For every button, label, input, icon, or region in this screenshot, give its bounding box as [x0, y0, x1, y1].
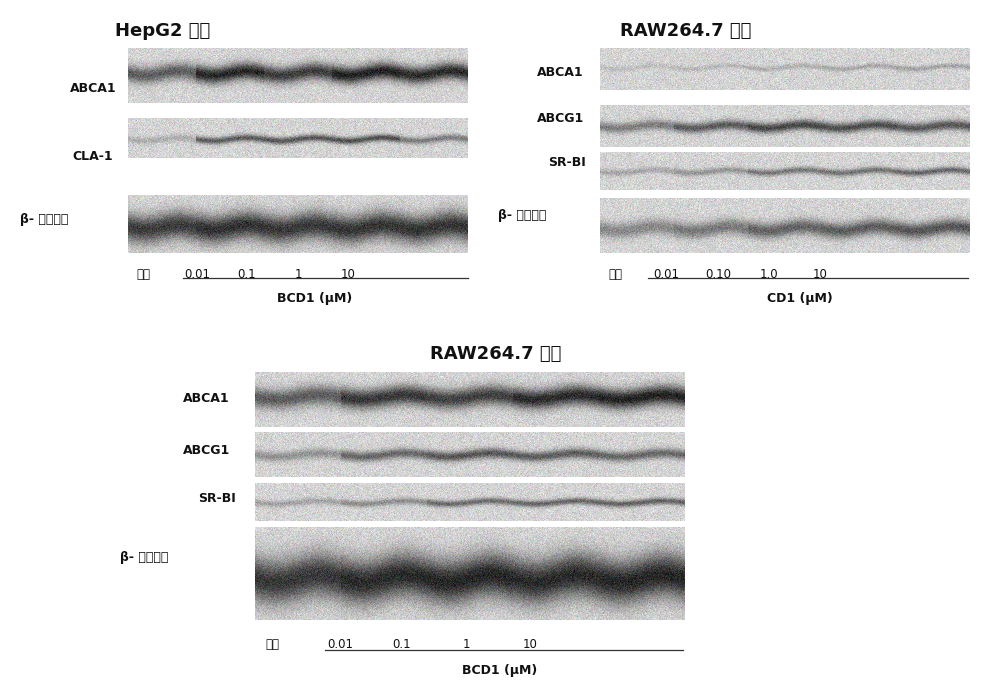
Text: 1: 1: [462, 638, 470, 651]
Text: 1: 1: [294, 268, 302, 281]
Text: 10: 10: [813, 268, 827, 281]
Text: BCD1 (μM): BCD1 (μM): [462, 664, 538, 677]
Text: ABCA1: ABCA1: [537, 66, 584, 79]
Text: RAW264.7 细胞: RAW264.7 细胞: [430, 345, 561, 363]
Text: ABCA1: ABCA1: [183, 391, 230, 404]
Text: 1.0: 1.0: [760, 268, 778, 281]
Text: CLA-1: CLA-1: [72, 150, 113, 163]
Text: β- 肌动蛋白: β- 肌动蛋白: [498, 209, 546, 222]
Text: 对照: 对照: [265, 638, 279, 651]
Text: ABCG1: ABCG1: [183, 443, 230, 456]
Text: CD1 (μM): CD1 (μM): [767, 292, 833, 305]
Text: 10: 10: [523, 638, 537, 651]
Text: ABCG1: ABCG1: [537, 111, 584, 124]
Text: SR-BI: SR-BI: [548, 157, 586, 170]
Text: 0.1: 0.1: [238, 268, 256, 281]
Text: β- 肌动蛋白: β- 肌动蛋白: [20, 213, 68, 226]
Text: 对照: 对照: [608, 268, 622, 281]
Text: RAW264.7 细胞: RAW264.7 细胞: [620, 22, 751, 40]
Text: 10: 10: [341, 268, 355, 281]
Text: 对照: 对照: [136, 268, 150, 281]
Text: BCD1 (μM): BCD1 (μM): [277, 292, 353, 305]
Text: 0.01: 0.01: [184, 268, 210, 281]
Text: 0.10: 0.10: [705, 268, 731, 281]
Text: 0.1: 0.1: [393, 638, 411, 651]
Text: 0.01: 0.01: [653, 268, 679, 281]
Text: β- 肌动蛋白: β- 肌动蛋白: [120, 551, 168, 564]
Text: 0.01: 0.01: [327, 638, 353, 651]
Text: HepG2 细胞: HepG2 细胞: [115, 22, 210, 40]
Text: SR-BI: SR-BI: [198, 492, 236, 505]
Text: ABCA1: ABCA1: [70, 81, 117, 94]
